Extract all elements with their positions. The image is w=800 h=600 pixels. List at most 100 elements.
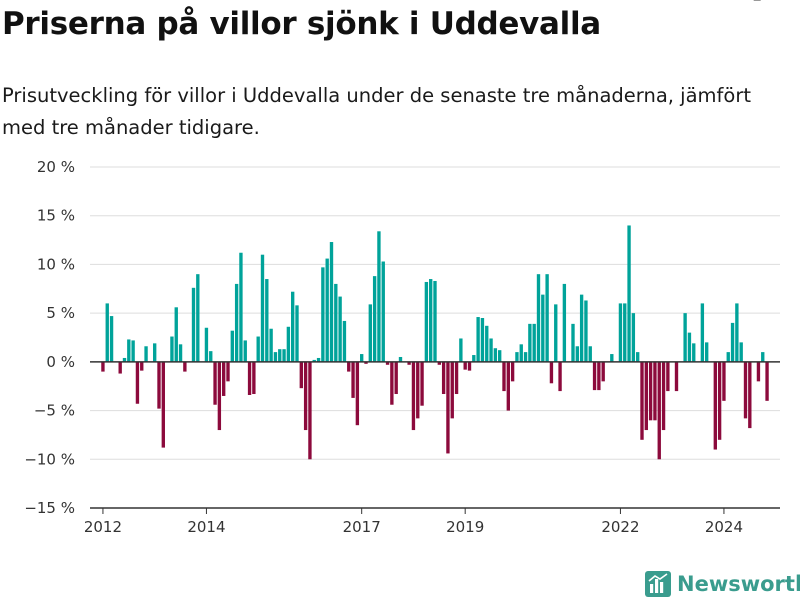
- bar: [260, 254, 265, 362]
- bar: [765, 361, 769, 401]
- bar: [342, 320, 347, 362]
- bar: [726, 352, 730, 362]
- bar: [485, 325, 489, 362]
- bar: [748, 361, 752, 429]
- bar: [756, 361, 761, 382]
- bar: [239, 252, 243, 362]
- y-tick-label: −15 %: [24, 499, 75, 517]
- bar: [528, 323, 532, 362]
- bar: [291, 291, 295, 362]
- bar: [338, 296, 342, 362]
- bar: [489, 338, 493, 362]
- bar: [558, 361, 562, 392]
- bar: [631, 313, 636, 362]
- bar: [118, 361, 122, 374]
- bar: [666, 361, 670, 392]
- bar: [303, 361, 308, 431]
- bar: [282, 349, 286, 362]
- bar: [209, 351, 213, 362]
- bar: [687, 332, 692, 362]
- annotation-label: -4 %: [762, 0, 796, 4]
- bar: [377, 231, 381, 362]
- bar: [278, 349, 282, 362]
- bar: [506, 361, 510, 411]
- bar: [204, 327, 209, 362]
- bar: [105, 303, 109, 362]
- x-tick-label: 2012: [84, 518, 122, 536]
- bar: [700, 303, 705, 362]
- bar: [360, 354, 364, 362]
- bar: [640, 361, 644, 440]
- bar: [424, 281, 429, 362]
- bar: [416, 361, 420, 419]
- bar: [308, 361, 312, 460]
- bar: [269, 328, 273, 362]
- chart-subtitle: Prisutveckling för villor i Uddevalla un…: [2, 84, 752, 139]
- bar: [454, 361, 459, 395]
- bar: [183, 361, 187, 372]
- bar: [385, 361, 390, 365]
- bar: [196, 274, 200, 362]
- bar: [433, 280, 437, 362]
- bar: [234, 283, 239, 362]
- bar: [601, 361, 605, 382]
- bar: [597, 361, 601, 391]
- bar: [459, 338, 463, 362]
- x-tick-label: 2014: [187, 518, 225, 536]
- bar: [515, 352, 519, 362]
- bar: [730, 322, 735, 362]
- bar: [252, 361, 256, 395]
- bar: [316, 357, 321, 362]
- bar: [217, 361, 222, 431]
- bar: [295, 305, 299, 362]
- bar: [683, 313, 687, 362]
- bar-series: [101, 225, 769, 460]
- bar: [437, 361, 441, 365]
- bar: [355, 361, 360, 426]
- bar: [170, 336, 174, 362]
- bar: [623, 303, 627, 362]
- bar: [467, 361, 472, 371]
- bar: [334, 283, 338, 362]
- bar: [472, 355, 476, 362]
- bar: [135, 361, 140, 404]
- bar: [429, 279, 433, 362]
- bar: [562, 283, 567, 362]
- x-tick-label: 2017: [343, 518, 381, 536]
- y-tick-label: 0 %: [46, 353, 75, 371]
- bar: [191, 287, 196, 362]
- bar: [325, 258, 329, 362]
- chart-title: Priserna på villor sjönk i Uddevalla: [2, 6, 601, 42]
- bar: [661, 361, 666, 431]
- bar: [411, 361, 416, 431]
- bar: [394, 361, 398, 395]
- bar: [364, 361, 368, 364]
- bar: [536, 274, 541, 362]
- bar: [549, 361, 554, 384]
- bar: [493, 348, 498, 362]
- bar: [351, 361, 355, 398]
- y-tick-label: 20 %: [37, 158, 75, 176]
- bar: [390, 361, 394, 405]
- y-tick-label: 15 %: [37, 207, 75, 225]
- bar: [273, 352, 278, 362]
- axes: −15 % −10 % −5 % 0 % 5 % 10 % 15 % 20 % 2012 2014…: [24, 0, 796, 536]
- bar: [131, 340, 135, 362]
- bar: [247, 361, 252, 395]
- bar: [450, 361, 454, 419]
- bar: [705, 342, 709, 362]
- bar: [610, 354, 614, 362]
- bar: [480, 318, 485, 362]
- bar: [584, 300, 588, 362]
- bar: [653, 361, 657, 421]
- brand-name: Newsworthy: [677, 572, 800, 596]
- x-tick-label: 2019: [446, 518, 484, 536]
- bar: [329, 242, 334, 362]
- bar: [532, 323, 536, 362]
- bar: [644, 361, 648, 431]
- bar: [407, 361, 411, 365]
- bar: [140, 361, 144, 371]
- bar: [502, 361, 506, 392]
- bar: [743, 361, 748, 419]
